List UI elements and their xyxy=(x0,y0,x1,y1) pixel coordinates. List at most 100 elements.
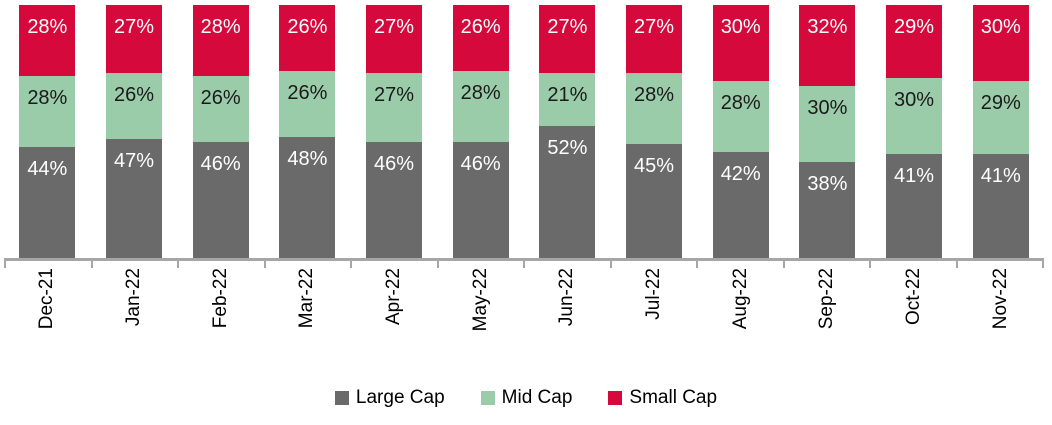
axis-tick xyxy=(436,261,524,268)
segment-large-cap: 46% xyxy=(452,141,509,258)
segment-data-label: 42% xyxy=(720,162,761,185)
axis-tick xyxy=(4,261,91,268)
segment-data-label: 30% xyxy=(720,16,761,38)
segment-data-label: 28% xyxy=(27,86,68,109)
plot-area: 28% 28% 44% 27% 26% 47% 28% 26% 46% 26% 26% 48% 27% 2… xyxy=(4,5,1044,258)
x-label-cell: Aug-22 xyxy=(697,268,784,353)
legend-label: Small Cap xyxy=(629,387,718,408)
x-label-cell: Jul-22 xyxy=(611,268,698,353)
segment-data-label: 27% xyxy=(113,16,155,38)
bar-slot-jun-22: 27% 21% 52% xyxy=(524,5,611,258)
segment-large-cap: 42% xyxy=(712,151,769,258)
segment-data-label: 38% xyxy=(807,172,848,195)
bar-may-22: 26% 28% 46% xyxy=(452,5,509,258)
segment-data-label: 26% xyxy=(287,81,328,104)
segment-data-label: 21% xyxy=(547,84,588,107)
bar-mar-22: 26% 26% 48% xyxy=(279,5,336,258)
segment-large-cap: 44% xyxy=(19,146,76,258)
bar-jan-22: 27% 26% 47% xyxy=(106,5,162,258)
segment-small-cap: 27% xyxy=(626,5,683,74)
segment-data-label: 47% xyxy=(113,150,155,173)
x-axis-label-dec-21: Dec-21 xyxy=(36,268,58,330)
bar-slot-oct-22: 29% 30% 41% xyxy=(871,5,958,258)
segment-data-label: 46% xyxy=(460,152,501,175)
x-axis-label-apr-22: Apr-22 xyxy=(383,268,405,326)
x-axis-ticks xyxy=(4,261,1044,268)
segment-data-label: 46% xyxy=(374,152,415,175)
segment-data-label: 32% xyxy=(807,16,848,38)
x-axis-label-may-22: May-22 xyxy=(469,268,491,332)
segment-large-cap: 52% xyxy=(539,126,596,258)
segment-data-label: 29% xyxy=(894,16,935,38)
bar-jul-22: 27% 28% 45% xyxy=(626,5,683,258)
legend-swatch-icon xyxy=(608,391,623,405)
segment-data-label: 27% xyxy=(374,16,415,38)
segment-data-label: 52% xyxy=(547,137,588,160)
bar-jun-22: 27% 21% 52% xyxy=(539,5,596,258)
segment-data-label: 41% xyxy=(894,165,935,188)
bar-slot-apr-22: 27% 27% 46% xyxy=(351,5,438,258)
legend-swatch-icon xyxy=(480,391,495,405)
segment-data-label: 45% xyxy=(634,155,675,178)
segment-large-cap: 41% xyxy=(886,154,943,258)
x-axis-label-oct-22: Oct-22 xyxy=(903,268,925,326)
segment-data-label: 26% xyxy=(200,86,241,109)
segment-small-cap: 26% xyxy=(279,5,336,71)
legend-label: Large Cap xyxy=(355,387,445,408)
segment-data-label: 28% xyxy=(200,16,241,38)
x-axis-label-sep-22: Sep-22 xyxy=(816,268,838,330)
segment-mid-cap: 28% xyxy=(19,75,76,147)
segment-small-cap: 28% xyxy=(19,5,76,76)
segment-data-label: 28% xyxy=(460,81,501,104)
segment-data-label: 28% xyxy=(634,84,675,107)
segment-small-cap: 27% xyxy=(106,5,162,74)
x-label-cell: Jun-22 xyxy=(524,268,611,353)
segment-data-label: 30% xyxy=(807,96,848,119)
segment-small-cap: 30% xyxy=(712,5,769,81)
bar-slot-mar-22: 26% 26% 48% xyxy=(264,5,351,258)
x-label-cell: Sep-22 xyxy=(784,268,871,353)
x-axis-label-mar-22: Mar-22 xyxy=(296,268,318,329)
segment-data-label: 27% xyxy=(634,16,675,38)
bar-slot-jan-22: 27% 26% 47% xyxy=(91,5,178,258)
x-label-cell: Dec-21 xyxy=(4,268,91,353)
segment-data-label: 27% xyxy=(547,16,588,38)
segment-data-label: 29% xyxy=(980,91,1021,114)
x-label-cell: May-22 xyxy=(437,268,524,353)
axis-tick xyxy=(609,261,697,268)
x-axis-label-aug-22: Aug-22 xyxy=(729,268,751,330)
bar-apr-22: 27% 27% 46% xyxy=(366,5,423,258)
axis-tick xyxy=(782,261,870,268)
bar-nov-22: 30% 29% 41% xyxy=(972,5,1029,258)
axis-tick xyxy=(523,261,610,268)
segment-small-cap: 27% xyxy=(366,5,423,74)
segment-large-cap: 45% xyxy=(626,144,683,258)
bar-slot-may-22: 26% 28% 46% xyxy=(437,5,524,258)
legend-item-mid-cap: Mid Cap xyxy=(480,387,572,409)
segment-mid-cap: 26% xyxy=(106,73,162,140)
segment-small-cap: 32% xyxy=(799,5,856,86)
segment-data-label: 26% xyxy=(460,16,501,38)
x-axis-label-jul-22: Jul-22 xyxy=(643,268,665,320)
axis-tick xyxy=(350,261,437,268)
segment-small-cap: 28% xyxy=(192,5,249,76)
segment-mid-cap: 21% xyxy=(539,73,596,127)
segment-mid-cap: 26% xyxy=(192,75,249,142)
x-axis-line xyxy=(4,258,1044,261)
x-axis-labels: Dec-21 Jan-22 Feb-22 Mar-22 Apr-22 May-22 Jun-… xyxy=(4,268,1044,353)
segment-large-cap: 47% xyxy=(106,139,162,258)
axis-tick xyxy=(177,261,264,268)
legend: Large Cap Mid Cap Small Cap xyxy=(0,386,1052,410)
segment-large-cap: 46% xyxy=(366,141,423,258)
bar-aug-22: 30% 28% 42% xyxy=(712,5,769,258)
segment-data-label: 28% xyxy=(27,16,68,38)
bar-slot-sep-22: 32% 30% 38% xyxy=(784,5,871,258)
bar-slot-aug-22: 30% 28% 42% xyxy=(697,5,784,258)
axis-tick xyxy=(90,261,178,268)
segment-mid-cap: 27% xyxy=(366,73,423,142)
segment-data-label: 30% xyxy=(894,89,935,112)
x-label-cell: Apr-22 xyxy=(351,268,438,353)
segment-small-cap: 27% xyxy=(539,5,596,74)
segment-mid-cap: 29% xyxy=(972,80,1029,155)
segment-small-cap: 29% xyxy=(886,5,943,79)
